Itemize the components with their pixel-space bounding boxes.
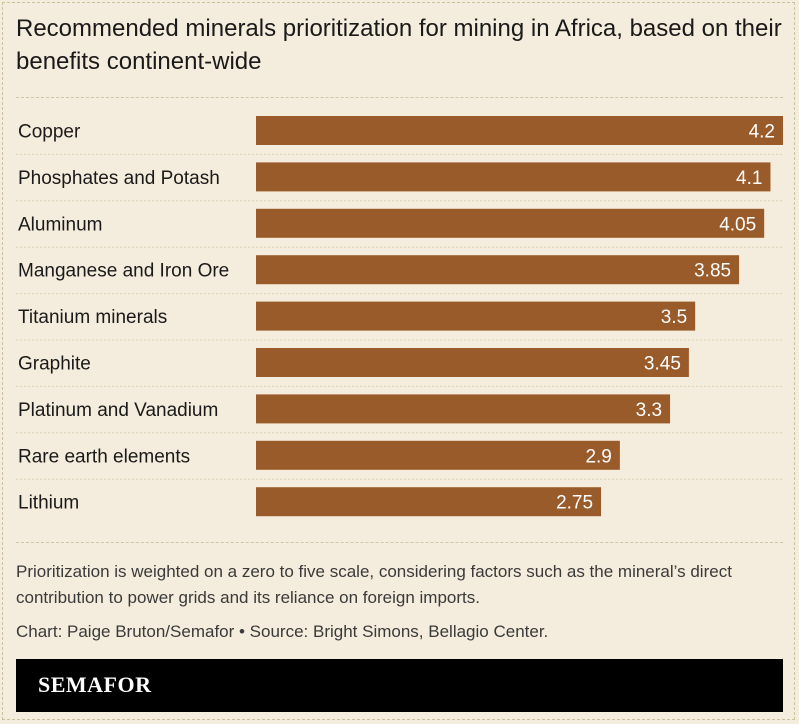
bar <box>256 116 783 145</box>
category-label: Phosphates and Potash <box>18 168 220 189</box>
bar <box>256 255 740 285</box>
brand-logo: SEMAFOR <box>38 672 152 697</box>
chart-note: Prioritization is weighted on a zero to … <box>16 562 732 607</box>
value-label: 4.05 <box>719 214 756 235</box>
brand-bar: SEMAFOR <box>16 659 783 712</box>
bar-chart: Copper 4.2 Phosphates and Potash 4.1 Aluminu… <box>16 116 783 517</box>
category-label: Aluminum <box>18 214 102 235</box>
chart-credit: Chart: Paige Bruton/Semafor • Source: Br… <box>16 622 549 641</box>
title-divider <box>16 97 783 98</box>
bar <box>256 208 765 238</box>
bar <box>256 440 620 470</box>
bar <box>256 487 602 517</box>
value-label: 3.3 <box>636 400 662 421</box>
value-label: 3.45 <box>644 354 681 375</box>
bar <box>256 301 696 331</box>
category-label: Manganese and Iron Ore <box>18 261 229 282</box>
value-label: 3.5 <box>661 307 687 328</box>
category-label: Copper <box>18 122 81 143</box>
category-label: Rare earth elements <box>18 446 190 467</box>
chart-title: Recommended minerals prioritization for … <box>16 15 782 75</box>
bar <box>256 394 671 424</box>
value-label: 4.1 <box>736 168 762 189</box>
category-label: Titanium minerals <box>18 307 167 328</box>
bar <box>256 162 771 192</box>
category-label: Platinum and Vanadium <box>18 400 218 421</box>
chart-divider <box>16 542 783 543</box>
category-label: Graphite <box>18 354 91 375</box>
value-label: 2.9 <box>585 446 611 467</box>
value-label: 2.75 <box>556 493 593 514</box>
bar <box>256 348 689 377</box>
category-label: Lithium <box>18 493 79 514</box>
value-label: 4.2 <box>749 122 775 143</box>
value-label: 3.85 <box>694 261 731 282</box>
